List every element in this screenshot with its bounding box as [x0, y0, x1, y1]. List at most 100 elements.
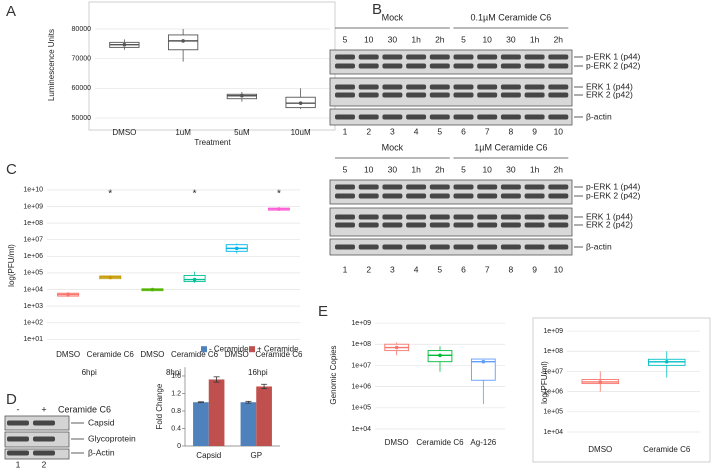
band — [382, 54, 403, 60]
band-label: p-ERK 2 (p42) — [586, 190, 640, 200]
band — [500, 114, 521, 120]
band — [500, 214, 521, 220]
median-point — [438, 353, 442, 358]
band — [453, 244, 474, 250]
median-point — [234, 246, 239, 251]
band-label: p-ERK 2 (p42) — [586, 60, 640, 70]
y-tick-label: 70000 — [72, 56, 92, 63]
median-point — [66, 292, 70, 297]
lane-number: 1 — [343, 126, 348, 136]
group-label: 6hpi — [82, 368, 97, 377]
time-label: 30 — [388, 164, 398, 174]
band — [548, 244, 569, 250]
time-label: 1h — [530, 164, 540, 174]
y-tick-label: 1e+06 — [543, 388, 563, 395]
group-label: Mock — [382, 142, 404, 152]
band — [548, 222, 569, 228]
y-axis-title: Luminescence Units — [47, 29, 56, 101]
band — [548, 63, 569, 69]
band-label: β-Actin — [88, 447, 115, 457]
band — [524, 193, 545, 199]
x-tick-label: Ceramide C6 — [87, 350, 135, 359]
band — [429, 184, 450, 190]
band — [548, 193, 569, 199]
lane-number: 6 — [461, 264, 466, 274]
band — [382, 84, 403, 90]
band-label: ERK 2 (p42) — [586, 89, 633, 99]
band — [453, 222, 474, 228]
band — [382, 184, 403, 190]
time-label: 30 — [506, 34, 516, 44]
band — [477, 214, 498, 220]
lane-number: 4 — [414, 126, 419, 136]
significance-mark: * — [277, 189, 281, 200]
median-point — [192, 277, 197, 282]
band — [358, 193, 379, 199]
band — [500, 222, 521, 228]
time-label: 5 — [343, 34, 348, 44]
band — [33, 420, 55, 426]
y-tick-label: 50000 — [72, 115, 92, 122]
band — [477, 193, 498, 199]
y-tick-label: 1e+04 — [23, 286, 43, 293]
median-point — [122, 42, 127, 47]
x-tick-label: Ceramide C6 — [643, 445, 691, 454]
y-tick-label: 1e+09 — [351, 320, 371, 327]
band — [477, 184, 498, 190]
band — [335, 184, 355, 190]
band — [500, 92, 521, 98]
time-label: 30 — [388, 34, 398, 44]
band-label: p-ERK 1 (p44) — [586, 181, 640, 191]
time-label: 1h — [530, 34, 540, 44]
y-tick-label: 1e+07 — [23, 237, 43, 244]
lane-number: 8 — [509, 264, 514, 274]
band — [524, 114, 545, 120]
band — [358, 184, 379, 190]
panel-letter: E — [318, 303, 328, 320]
band — [358, 92, 379, 98]
band — [500, 84, 521, 90]
y-tick-label: 1e+06 — [23, 253, 43, 260]
y-tick-label: 1e+09 — [23, 203, 43, 210]
panel-letter: D — [6, 391, 17, 408]
y-tick-label: 1e+03 — [23, 303, 43, 310]
band — [429, 214, 450, 220]
x-tick-label: Ceramide C6 — [416, 438, 464, 447]
band — [406, 214, 427, 220]
band — [500, 54, 521, 60]
y-axis-title: log(PFU/ml) — [7, 244, 16, 287]
band — [382, 214, 403, 220]
band — [406, 63, 427, 69]
band — [406, 114, 427, 120]
lane-number: 9 — [532, 264, 537, 274]
y-tick-label: 1.2 — [171, 390, 181, 397]
band — [500, 184, 521, 190]
lane-number: 9 — [532, 126, 537, 136]
lane-number: 1 — [16, 459, 21, 469]
y-tick-label: 0.8 — [171, 408, 181, 415]
band — [524, 84, 545, 90]
time-label: 5 — [461, 34, 466, 44]
lane-number: 8 — [509, 126, 514, 136]
band-label: ERK 1 (p44) — [586, 211, 633, 221]
significance-mark: * — [193, 189, 197, 200]
y-axis-title: Genomic Copies — [329, 345, 338, 404]
band — [453, 193, 474, 199]
condition-label: + — [41, 404, 46, 414]
band — [335, 193, 355, 199]
group-label: 8hpi — [166, 368, 181, 377]
band — [548, 92, 569, 98]
x-tick-label: 10uM — [291, 128, 311, 137]
y-tick-label: 1e+05 — [23, 270, 43, 277]
time-label: 1h — [411, 34, 421, 44]
band — [524, 92, 545, 98]
group-label: Mock — [382, 12, 404, 22]
band — [358, 114, 379, 120]
time-label: 10 — [364, 164, 374, 174]
x-tick-label: Ceramide C6 — [171, 350, 219, 359]
band — [335, 54, 355, 60]
median-point — [240, 93, 244, 98]
panel-letter: C — [6, 161, 17, 178]
lane-number: 10 — [554, 126, 564, 136]
